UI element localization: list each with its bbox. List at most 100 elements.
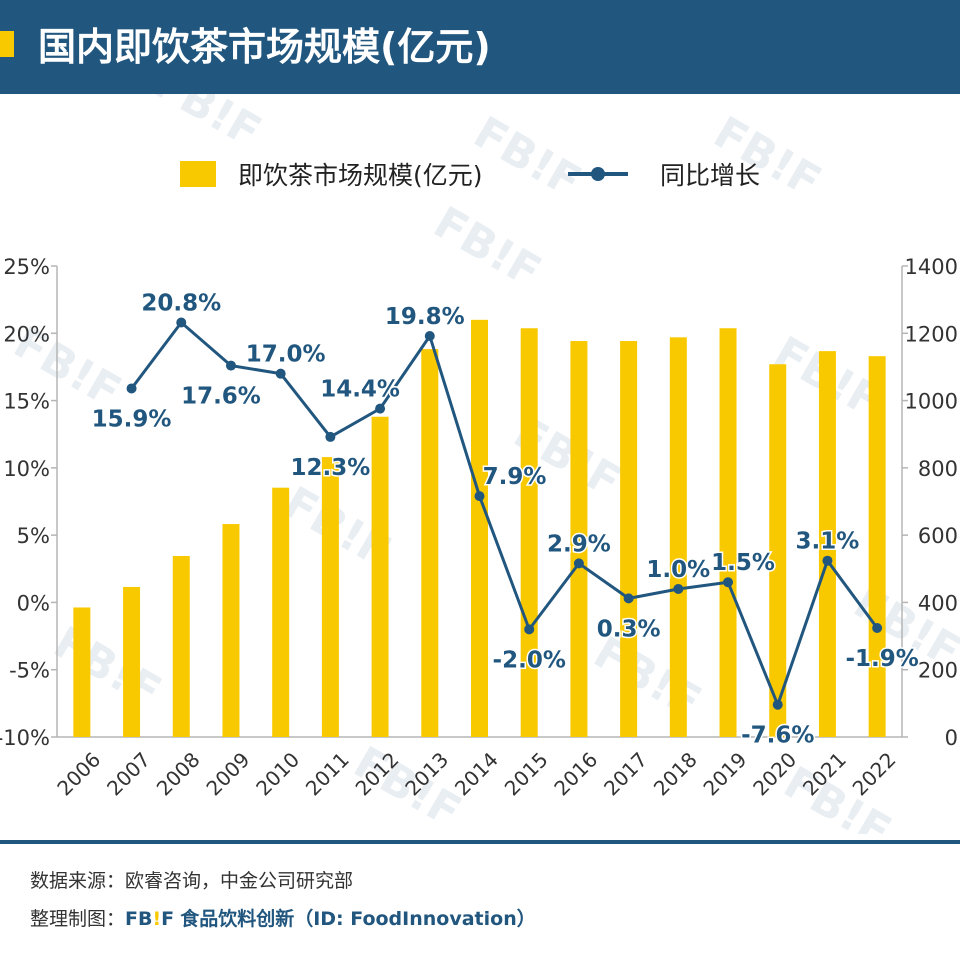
growth-point-2009	[225, 360, 236, 371]
growth-point-2020	[772, 699, 783, 710]
growth-label-2010: 17.0%	[246, 342, 326, 368]
growth-label-2011: 12.3%	[290, 455, 370, 481]
bar-2017	[620, 341, 638, 737]
growth-line	[130, 320, 879, 709]
x-tick-label-2007: 2007	[102, 747, 155, 800]
x-tick-label-2019: 2019	[698, 747, 751, 800]
bar-2016	[570, 341, 588, 737]
data-labels: 15.9% 20.8% 17.6% 17.0% 12.3% 14.4% 19.8% 7.9% -…	[90, 289, 920, 750]
growth-point-2019	[723, 577, 734, 588]
bar-2007	[123, 586, 141, 737]
x-tick-label-2014: 2014	[450, 747, 503, 800]
growth-label-2015: -2.0%	[493, 647, 566, 673]
credit-logo-b: F	[161, 908, 175, 930]
bar-2012	[371, 416, 389, 737]
credit-logo: FB!F	[125, 908, 174, 930]
x-tick-label-2008: 2008	[152, 747, 205, 800]
growth-label-2009: 17.6%	[181, 384, 261, 410]
x-tick-label-2011: 2011	[301, 747, 354, 800]
line-series	[126, 317, 883, 710]
bar-2021	[818, 351, 836, 737]
growth-point-2021	[822, 555, 833, 566]
bar-2020	[769, 364, 787, 737]
x-tick-label-2022: 2022	[848, 747, 901, 800]
page-title: 国内即饮茶市场规模(亿元)	[38, 25, 491, 69]
growth-point-2011	[325, 431, 336, 442]
left-tick-label-6: -5%	[9, 659, 50, 683]
growth-label-2008: 20.8%	[141, 291, 221, 317]
x-tick-label-2015: 2015	[500, 747, 553, 800]
bar-2015	[520, 328, 538, 737]
left-tick-label-0: 25%	[3, 255, 50, 279]
bar-2009	[222, 524, 240, 737]
right-tick-label-3: 800	[918, 457, 958, 481]
left-tick-label-1: 20%	[3, 322, 50, 346]
right-tick-label-4: 600	[918, 524, 958, 548]
credit-name: 食品饮料创新（ID: FoodInnovation）	[180, 908, 536, 930]
growth-point-2015	[524, 624, 535, 635]
left-tick-label-3: 10%	[3, 457, 50, 481]
legend-bar-label: 即饮茶市场规模(亿元)	[238, 161, 483, 190]
growth-point-2007	[126, 383, 137, 394]
right-tick-label-6: 200	[918, 659, 958, 683]
header-bar: 国内即饮茶市场规模(亿元)	[0, 0, 960, 94]
growth-point-2022	[872, 622, 883, 633]
bar-2014	[471, 319, 488, 737]
chart-legend: 即饮茶市场规模(亿元) 同比增长	[180, 161, 760, 190]
growth-label-2022: -1.9%	[845, 646, 918, 672]
left-tick-label-2: 15%	[3, 390, 50, 414]
watermark-logo-0: FB!F	[145, 94, 269, 158]
growth-point-2008	[176, 317, 187, 328]
right-tick-label-2: 1000	[905, 390, 958, 414]
growth-label-2014: 7.9%	[483, 464, 547, 490]
x-tick-label-2016: 2016	[549, 747, 602, 800]
watermark-logo-1: FB!F	[465, 107, 589, 208]
legend-line-label: 同比增长	[660, 161, 760, 190]
bar-series	[73, 319, 886, 737]
growth-point-2010	[275, 368, 286, 379]
legend-bar-swatch	[180, 161, 216, 187]
watermark-logo-2: FB!F	[705, 107, 829, 208]
growth-label-2016: 2.9%	[547, 531, 611, 557]
right-tick-label-5: 400	[918, 591, 958, 615]
left-tick-label-4: 5%	[17, 524, 50, 548]
bar-2011	[321, 457, 339, 737]
growth-point-2017	[623, 593, 634, 604]
growth-label-2018: 1.0%	[646, 557, 710, 583]
header-accent-mark	[0, 31, 14, 57]
bar-2018	[669, 337, 687, 737]
footer-divider	[0, 840, 960, 844]
growth-point-2012	[375, 403, 386, 414]
source-note: 数据来源：欧睿咨询，中金公司研究部	[30, 870, 354, 892]
x-tick-label-2009: 2009	[201, 747, 254, 800]
bar-2008	[172, 556, 190, 737]
growth-point-2018	[673, 583, 684, 594]
growth-label-2020: -7.6%	[741, 723, 814, 749]
growth-label-2007: 15.9%	[92, 406, 172, 432]
credit-prefix: 整理制图：	[30, 908, 126, 930]
bar-2022	[868, 356, 886, 737]
growth-point-2013	[424, 330, 435, 341]
bar-2019	[719, 328, 737, 737]
growth-label-2013: 19.8%	[385, 304, 465, 330]
right-tick-label-0: 1400	[905, 255, 958, 279]
legend-line-marker	[591, 167, 605, 181]
credit-logo-bar: !	[152, 908, 162, 930]
growth-point-2016	[573, 558, 584, 569]
right-tick-label-1: 1200	[905, 322, 958, 346]
growth-point-2014	[474, 491, 485, 502]
watermark-logo-3: FB!F	[425, 197, 549, 298]
credit-logo-a: FB	[125, 908, 153, 930]
right-tick-label-7: 0	[945, 726, 958, 750]
x-tick-label-2006: 2006	[52, 747, 105, 800]
growth-label-2021: 3.1%	[796, 529, 860, 555]
left-tick-label-5: 0%	[17, 591, 50, 615]
growth-label-2017: 0.3%	[597, 616, 661, 642]
growth-label-2012: 14.4%	[320, 377, 400, 403]
chart: FB!F FB!F FB!FFB!FFB!FFB!F FB!F FB!FFB!F FB!F…	[0, 94, 960, 834]
left-tick-label-7: -10%	[0, 726, 50, 750]
x-tick-label-2010: 2010	[251, 747, 304, 800]
growth-label-2019: 1.5%	[711, 550, 775, 576]
credit-note: 整理制图：FB!F 食品饮料创新（ID: FoodInnovation）	[30, 904, 536, 931]
x-tick-label-2018: 2018	[649, 747, 702, 800]
